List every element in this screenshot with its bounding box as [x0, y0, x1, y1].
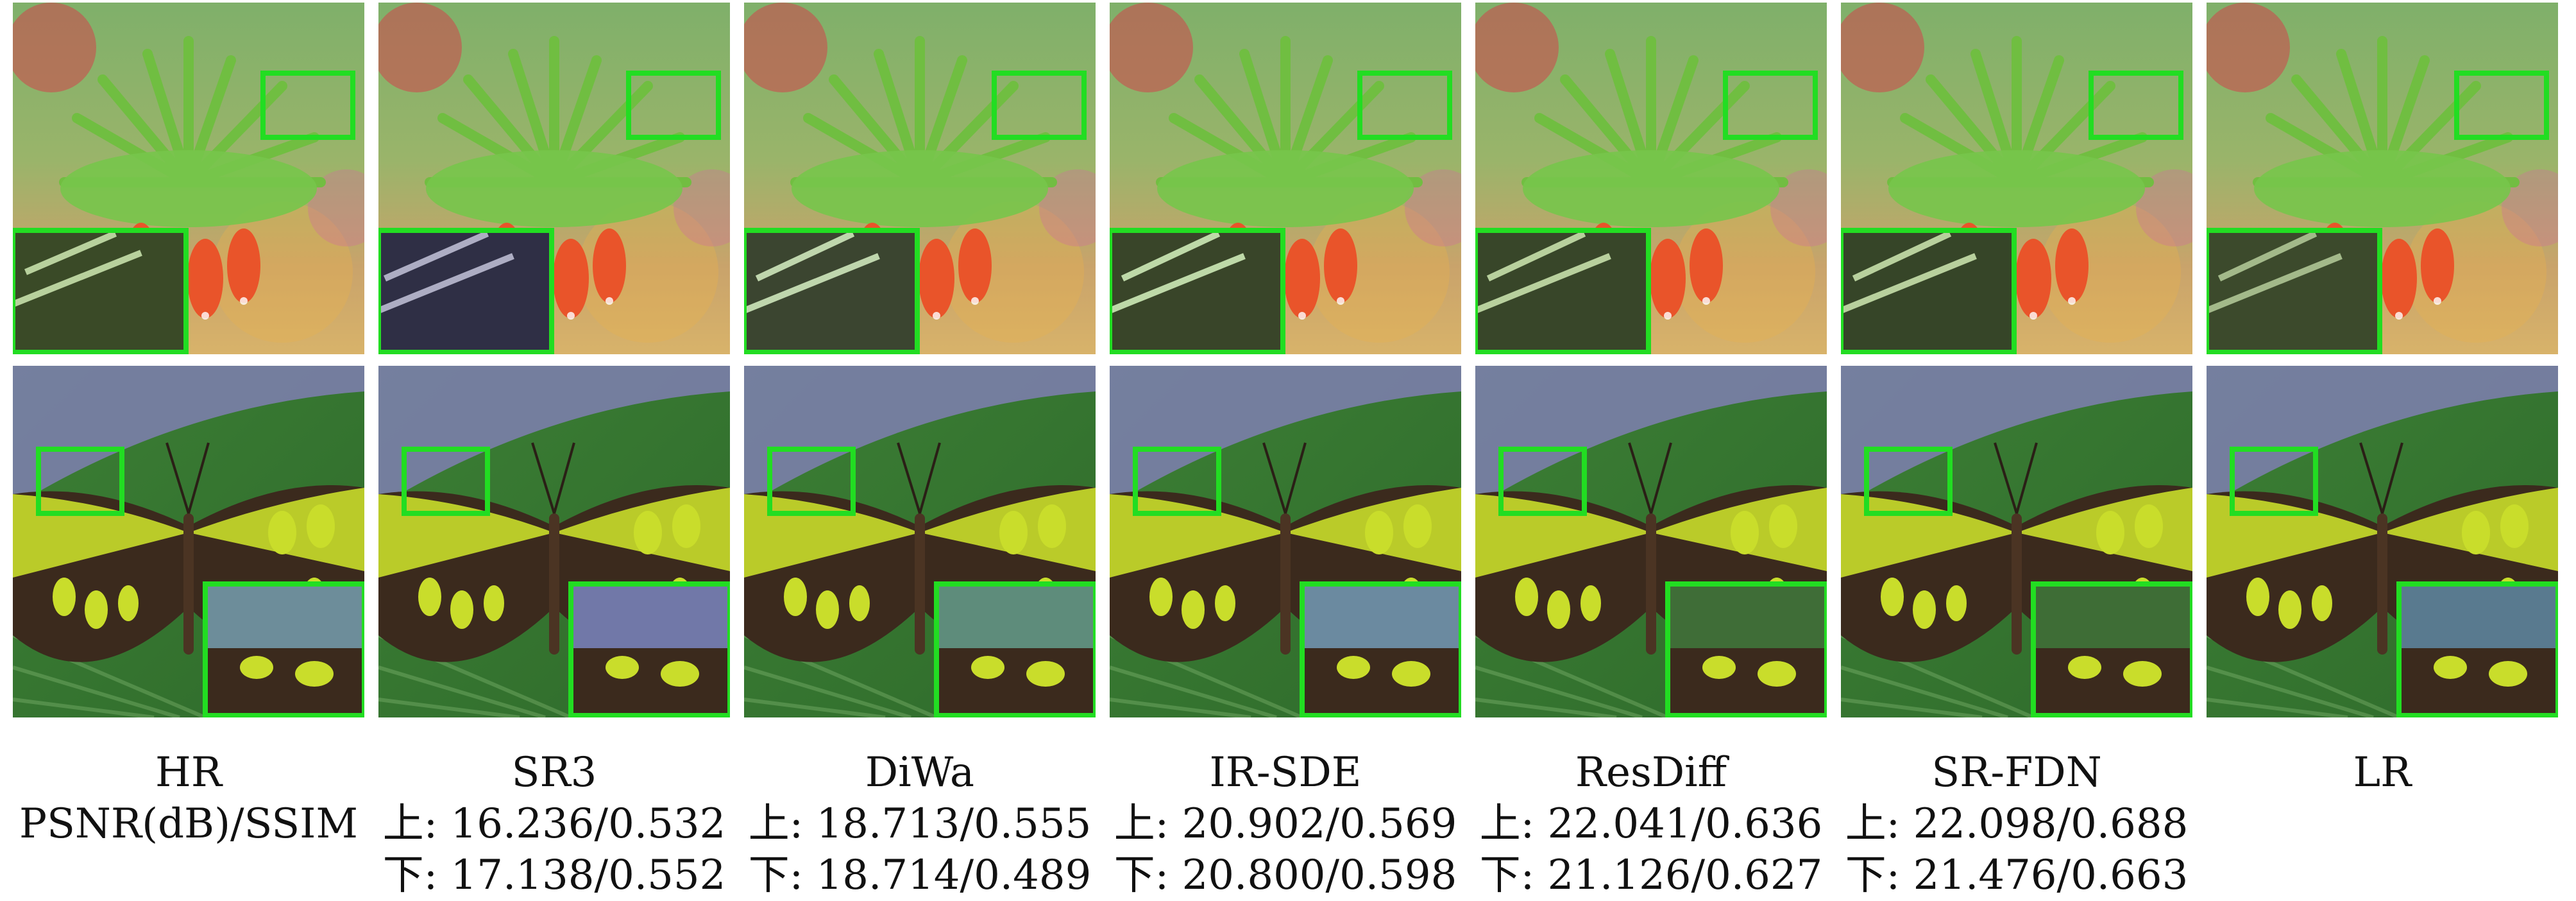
flower-image	[1475, 3, 1827, 354]
butterfly-image	[2207, 366, 2558, 717]
metric-line-bottom: 下: 18.714/0.489	[748, 852, 1092, 899]
butterfly-image	[1475, 366, 1827, 717]
caption: HR PSNR(dB)/SSIM	[0, 747, 377, 850]
flower-image	[2207, 3, 2558, 354]
flower-image	[378, 3, 730, 354]
metric-line-bottom: 下: 21.476/0.663	[1845, 852, 2189, 899]
method-label: IR-SDE	[1209, 749, 1362, 796]
caption: SR3 上: 16.236/0.532 下: 17.138/0.552	[366, 747, 743, 901]
flower-image	[13, 3, 364, 354]
method-label: DiWa	[865, 749, 975, 796]
metric-line-top: 上: 22.041/0.636	[1479, 800, 1823, 848]
caption: LR	[2194, 747, 2571, 798]
flower-image	[744, 3, 1096, 354]
caption: ResDiff 上: 22.041/0.636 下: 21.126/0.627	[1462, 747, 1840, 901]
metric-line-bottom: 下: 17.138/0.552	[382, 852, 726, 899]
column-sr3: SR3 上: 16.236/0.532 下: 17.138/0.552	[378, 0, 730, 899]
flower-image	[1110, 3, 1461, 354]
metric-line-top: 上: 16.236/0.532	[382, 800, 726, 848]
butterfly-image	[378, 366, 730, 717]
method-label: SR-FDN	[1931, 749, 2102, 796]
caption: DiWa 上: 18.713/0.555 下: 18.714/0.489	[731, 747, 1108, 901]
butterfly-image	[1841, 366, 2192, 717]
flower-image	[1841, 3, 2192, 354]
method-label: ResDiff	[1575, 749, 1727, 796]
butterfly-image	[744, 366, 1096, 717]
column-diwa: DiWa 上: 18.713/0.555 下: 18.714/0.489	[744, 0, 1096, 899]
metric-line-top: 上: 20.902/0.569	[1114, 800, 1457, 848]
column-lr: LR	[2207, 0, 2558, 898]
butterfly-image	[1110, 366, 1461, 717]
caption: IR-SDE 上: 20.902/0.569 下: 20.800/0.598	[1097, 747, 1474, 901]
column-sr-fdn: SR-FDN 上: 22.098/0.688 下: 21.476/0.663	[1841, 0, 2192, 899]
column-ir-sde: IR-SDE 上: 20.902/0.569 下: 20.800/0.598	[1110, 0, 1461, 899]
caption: SR-FDN 上: 22.098/0.688 下: 21.476/0.663	[1828, 747, 2205, 901]
column-resdiff: ResDiff 上: 22.041/0.636 下: 21.126/0.627	[1475, 0, 1827, 899]
column-hr: HR PSNR(dB)/SSIM	[13, 0, 364, 898]
method-label: SR3	[511, 749, 597, 796]
method-label: LR	[2353, 749, 2412, 796]
metric-line-top: PSNR(dB)/SSIM	[19, 800, 358, 848]
butterfly-image	[13, 366, 364, 717]
metric-line-top: 上: 18.713/0.555	[748, 800, 1092, 848]
method-label: HR	[155, 749, 222, 796]
metric-line-bottom: 下: 20.800/0.598	[1114, 852, 1457, 899]
metric-line-top: 上: 22.098/0.688	[1845, 800, 2189, 848]
metric-line-bottom: 下: 21.126/0.627	[1479, 852, 1823, 899]
